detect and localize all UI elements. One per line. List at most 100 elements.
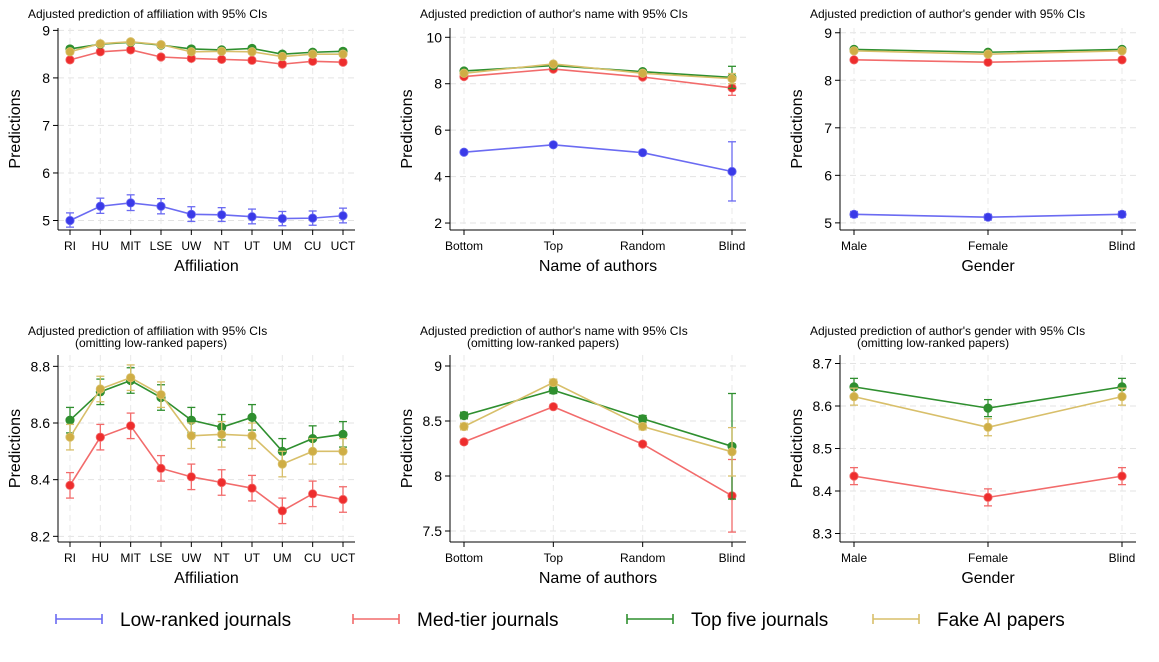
data-point	[638, 148, 648, 158]
data-point	[186, 47, 196, 57]
data-point	[727, 74, 737, 84]
y-tick-label: 8	[434, 76, 442, 92]
data-point	[277, 213, 287, 224]
data-point	[308, 446, 318, 456]
y-tick-label: 8	[824, 72, 832, 88]
x-tick-label: Blind	[1109, 239, 1136, 253]
data-point	[156, 390, 166, 400]
data-point	[983, 49, 993, 59]
data-point	[849, 392, 859, 402]
data-point	[338, 429, 348, 439]
data-point	[983, 403, 993, 413]
series-line	[69, 41, 344, 55]
y-tick-label: 8.4	[813, 483, 833, 499]
x-axis-label: Gender	[961, 258, 1015, 275]
y-tick-label: 8.6	[31, 415, 51, 431]
data-point	[638, 421, 648, 432]
x-tick-label: MIT	[120, 239, 141, 253]
series-fake-ai-papers	[849, 387, 1127, 437]
data-point	[156, 40, 166, 50]
x-axis-label: Gender	[961, 570, 1015, 587]
x-tick-label: Random	[620, 551, 665, 565]
x-tick-label: UW	[181, 551, 202, 565]
series-med-tier-journals	[849, 466, 1127, 507]
series-low-ranked-journals	[459, 140, 737, 202]
data-point	[217, 429, 227, 439]
y-axis-label: Predictions	[7, 409, 24, 488]
data-point	[983, 492, 993, 502]
y-tick-label: 8	[434, 468, 442, 484]
data-point	[548, 377, 558, 388]
y-tick-label: 8.8	[31, 358, 51, 374]
legend-label: Low-ranked journals	[120, 610, 291, 631]
x-tick-label: Female	[968, 551, 1008, 565]
y-tick-label: 8.6	[813, 398, 833, 414]
y-tick-label: 5	[824, 215, 832, 231]
series-fake-ai-papers	[849, 46, 1127, 59]
y-tick-label: 8.3	[813, 526, 833, 542]
data-point	[1117, 55, 1127, 65]
chart-subtitle: (omitting low-ranked papers)	[467, 336, 619, 350]
data-point	[459, 68, 469, 78]
series-fake-ai-papers	[65, 364, 348, 478]
x-tick-label: CU	[304, 551, 321, 565]
y-tick-label: 4	[434, 169, 442, 185]
data-point	[849, 209, 859, 219]
data-point	[638, 414, 648, 424]
x-tick-label: HU	[92, 239, 109, 253]
x-tick-label: Blind	[1109, 551, 1136, 565]
series-line	[463, 68, 733, 89]
chart-panel-1: Adjusted prediction of affiliation with …	[7, 7, 356, 275]
x-tick-label: LSE	[150, 551, 173, 565]
data-point	[1117, 471, 1127, 481]
legend-label: Fake AI papers	[937, 610, 1065, 631]
y-tick-label: 9	[42, 22, 50, 38]
data-point	[983, 212, 993, 222]
data-point	[1117, 392, 1127, 402]
x-tick-label: UM	[273, 239, 292, 253]
series-med-tier-journals	[65, 45, 348, 69]
data-point	[156, 52, 166, 62]
data-point	[186, 472, 196, 482]
data-point	[338, 494, 348, 505]
x-tick-label: Bottom	[445, 551, 483, 565]
legend-item: Top five journals	[626, 610, 828, 631]
chart-title: Adjusted prediction of affiliation with …	[28, 7, 267, 21]
data-point	[65, 215, 75, 226]
data-point	[727, 166, 737, 177]
data-point	[277, 51, 287, 62]
chart-panel-6: Adjusted prediction of author's gender w…	[789, 324, 1136, 587]
x-tick-label: UT	[244, 551, 261, 565]
y-tick-label: 6	[42, 165, 50, 181]
legend-item: Low-ranked journals	[55, 610, 291, 631]
series-line	[69, 376, 343, 466]
data-point	[308, 489, 318, 499]
series-line	[463, 63, 733, 80]
chart-subtitle: (omitting low-ranked papers)	[857, 336, 1009, 350]
data-point	[983, 57, 993, 67]
chart-panel-4: Adjusted prediction of affiliation with …	[7, 324, 356, 587]
x-axis-label: Affiliation	[174, 570, 239, 587]
data-point	[727, 447, 737, 457]
x-tick-label: Male	[841, 551, 867, 565]
data-point	[247, 412, 257, 422]
chart-title: Adjusted prediction of author's gender w…	[810, 324, 1085, 338]
data-point	[156, 463, 166, 473]
data-point	[983, 422, 993, 432]
y-tick-label: 7	[42, 117, 50, 133]
data-point	[308, 213, 318, 223]
y-axis-label: Predictions	[7, 89, 24, 168]
data-point	[95, 384, 105, 394]
series-top-five-journals	[65, 367, 348, 465]
x-tick-label: Bottom	[445, 239, 483, 253]
data-point	[217, 477, 227, 488]
data-point	[277, 506, 287, 516]
series-line	[463, 143, 733, 173]
y-tick-label: 6	[824, 167, 832, 183]
data-point	[849, 46, 859, 56]
chart-subtitle: (omitting low-ranked papers)	[75, 336, 227, 350]
y-tick-label: 2	[434, 215, 442, 231]
data-point	[126, 373, 136, 383]
y-tick-label: 7	[824, 120, 832, 136]
data-point	[95, 201, 105, 211]
